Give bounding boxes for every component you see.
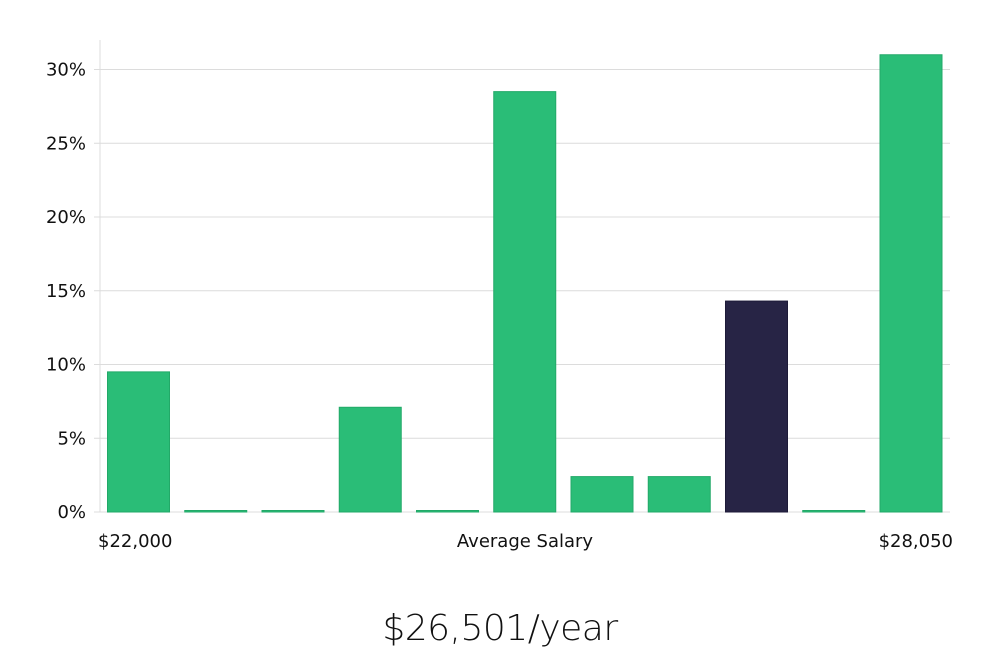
histogram-bar	[107, 371, 170, 513]
histogram-bar	[493, 91, 557, 513]
y-tick-label: 5%	[57, 428, 86, 449]
salary-histogram-chart: 0% 5% 10% 15% 20% 25% 30% $22,000 Average Sala…	[46, 40, 953, 552]
histogram-bar	[261, 510, 325, 513]
y-tick-label: 20%	[46, 207, 86, 228]
y-tick-label: 30%	[46, 60, 86, 81]
average-salary-value: $26,501/year	[382, 608, 618, 649]
histogram-bar-highlighted	[725, 300, 788, 513]
histogram-bar	[338, 406, 402, 513]
x-max-label: $28,050	[879, 531, 953, 552]
y-tick-label: 0%	[57, 502, 86, 523]
y-tick-label: 25%	[46, 133, 86, 154]
y-tick-label: 15%	[46, 281, 86, 302]
histogram-bars	[107, 54, 943, 513]
histogram-bar	[416, 510, 479, 513]
histogram-bar	[802, 510, 866, 513]
y-tick-label: 10%	[46, 355, 86, 376]
x-min-label: $22,000	[98, 531, 172, 552]
y-tick-labels: 0% 5% 10% 15% 20% 25% 30%	[46, 60, 86, 524]
histogram-bar	[647, 476, 711, 513]
histogram-bar	[184, 510, 248, 513]
histogram-bar	[570, 476, 634, 513]
x-axis-title: Average Salary	[457, 531, 594, 552]
histogram-bar	[879, 54, 943, 513]
